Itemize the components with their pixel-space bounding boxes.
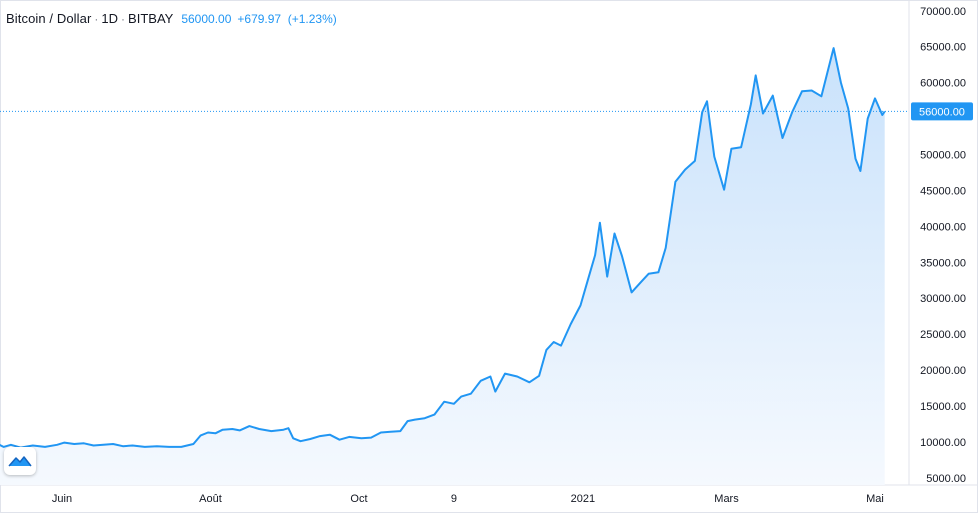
y-tick-label: 30000.00 [920, 293, 966, 305]
price-axis[interactable]: 70000.00 65000.00 60000.00 50000.00 45000.00… [920, 6, 966, 485]
y-tick-label: 45000.00 [920, 185, 966, 197]
legend-change: +679.97 [237, 12, 282, 26]
y-tick-label: 15000.00 [920, 401, 966, 413]
y-tick-label: 50000.00 [920, 149, 966, 161]
legend-symbol[interactable]: Bitcoin / Dollar [6, 11, 92, 26]
legend-change-percent: (+1.23%) [287, 12, 337, 26]
last-price-layer: 56000.00 [0, 102, 973, 121]
y-tick-label: 40000.00 [920, 221, 966, 233]
x-tick-label: Août [199, 493, 222, 505]
x-tick-label: Mai [866, 493, 884, 505]
y-tick-label: 60000.00 [920, 78, 966, 90]
x-tick-label: Juin [52, 493, 72, 505]
legend-separator: · [94, 12, 99, 26]
y-tick-label: 65000.00 [920, 42, 966, 54]
price-line-layer [0, 47, 886, 449]
legend-last-price: 56000.00 [181, 12, 232, 26]
tradingview-logo-button[interactable] [4, 447, 36, 475]
legend-separator: · [121, 12, 126, 26]
area-fill-layer [0, 48, 885, 485]
area-fill [0, 48, 885, 485]
x-tick-label: Oct [350, 493, 367, 505]
x-tick-label: Mars [714, 493, 739, 505]
last-price-tag-label: 56000.00 [919, 106, 965, 118]
last-price-tag [911, 102, 973, 121]
symbol-legend: Bitcoin / Dollar · 1D · BITBAY 56000.00 +679.9… [6, 11, 337, 26]
x-tick-label: 9 [451, 493, 457, 505]
y-tick-label: 35000.00 [920, 257, 966, 269]
y-tick-label: 5000.00 [926, 473, 966, 485]
y-tick-label: 20000.00 [920, 365, 966, 377]
x-tick-label: 2021 [571, 493, 595, 505]
y-tick-label: 70000.00 [920, 6, 966, 18]
time-axis[interactable]: Juin Août Oct 9 2021 Mars Mai [52, 493, 884, 505]
tradingview-logo-icon [8, 456, 32, 467]
series-line [0, 47, 886, 449]
legend-interval: 1D [101, 11, 119, 26]
legend-exchange: BITBAY [128, 11, 174, 26]
y-tick-label: 10000.00 [920, 437, 966, 449]
y-tick-label: 25000.00 [920, 329, 966, 341]
